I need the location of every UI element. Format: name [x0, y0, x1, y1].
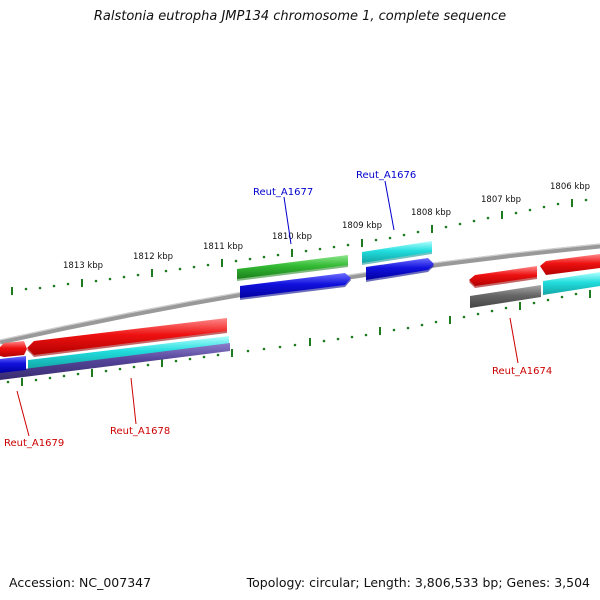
- sequence-summary-text: Topology: circular; Length: 3,806,533 bp…: [246, 575, 590, 590]
- tick-label-1808: 1808 kbp: [411, 208, 451, 218]
- gene-feature-cyan-right[interactable]: [543, 272, 600, 295]
- gene-label-a1678[interactable]: Reut_A1678: [110, 426, 170, 437]
- tick-label-1813: 1813 kbp: [63, 261, 103, 271]
- gene-label-a1676[interactable]: Reut_A1676: [356, 170, 416, 181]
- gene-feature-purple[interactable]: [0, 343, 230, 380]
- gene-feature-gray-a1674[interactable]: [470, 285, 541, 308]
- gene-feature-blue-a1677[interactable]: [240, 273, 351, 300]
- tick-label-1806: 1806 kbp: [550, 182, 590, 192]
- gene-feature-blue-a1679[interactable]: [0, 356, 26, 373]
- gene-feature-red-right[interactable]: [540, 254, 600, 275]
- tick-label-1809: 1809 kbp: [342, 221, 382, 231]
- lower-minor-dots: [6, 292, 578, 384]
- gene-feature-red-small[interactable]: [0, 341, 27, 357]
- gene-feature-cyan-a1676[interactable]: [362, 241, 432, 265]
- leader-line-a1679: [16, 390, 30, 437]
- gene-feature-red-a1678[interactable]: [27, 318, 227, 357]
- leader-line-a1677: [283, 196, 292, 245]
- gene-label-a1679[interactable]: Reut_A1679: [4, 438, 64, 449]
- tick-label-1811: 1811 kbp: [203, 242, 243, 252]
- tick-label-1807: 1807 kbp: [481, 195, 521, 205]
- gene-feature-blue-2[interactable]: [366, 258, 434, 282]
- leader-line-a1676: [384, 180, 395, 231]
- leader-line-a1674: [509, 317, 519, 364]
- tick-label-1812: 1812 kbp: [133, 252, 173, 262]
- gene-feature-green[interactable]: [237, 255, 348, 281]
- gene-label-a1677[interactable]: Reut_A1677: [253, 187, 313, 198]
- lower-tick-row: [21, 290, 591, 386]
- gene-feature-red-a1674[interactable]: [469, 266, 537, 288]
- upper-minor-dots: [24, 198, 588, 291]
- leader-line-a1678: [130, 377, 137, 425]
- gene-feature-cyan-a1678[interactable]: [28, 336, 229, 369]
- upper-tick-row: [11, 199, 573, 295]
- tick-label-1810: 1810 kbp: [272, 232, 312, 242]
- map-title: Ralstonia eutropha JMP134 chromosome 1, …: [93, 9, 507, 24]
- gene-label-a1674[interactable]: Reut_A1674: [492, 366, 552, 377]
- accession-text: Accession: NC_007347: [9, 575, 152, 590]
